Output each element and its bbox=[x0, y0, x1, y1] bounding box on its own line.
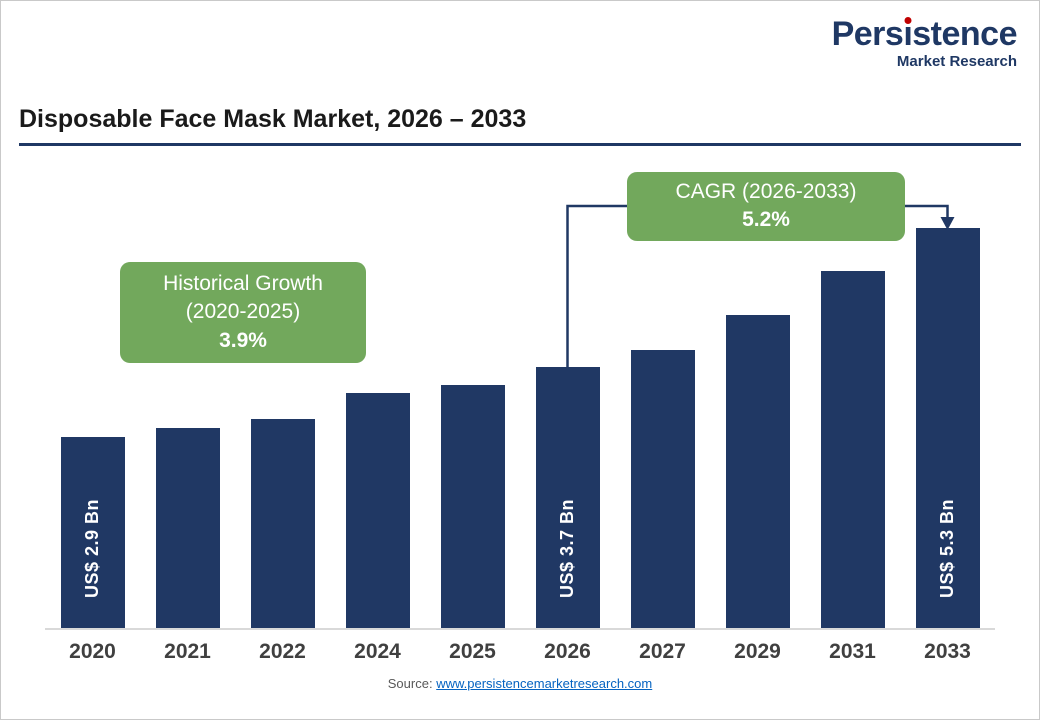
historical-growth-value: 3.9% bbox=[219, 328, 267, 352]
logo: Persıstence Market Research bbox=[831, 15, 1018, 70]
historical-growth-callout: Historical Growth (2020-2025) 3.9% bbox=[120, 262, 366, 364]
bar-column: US$ 3.7 Bn bbox=[520, 152, 615, 628]
bar-column bbox=[615, 152, 710, 628]
cagr-value: 5.2% bbox=[742, 208, 790, 232]
logo-wordmark: Persıstence bbox=[831, 15, 1018, 53]
source-label: Source: bbox=[387, 676, 433, 691]
x-tick-2029: 2029 bbox=[734, 640, 781, 663]
bar-column bbox=[710, 152, 805, 628]
bar-2021 bbox=[155, 428, 220, 628]
bar-value-label: US$ 5.3 Bn bbox=[937, 498, 957, 598]
x-tick-2022: 2022 bbox=[259, 640, 306, 663]
bar-column bbox=[235, 152, 330, 628]
x-tick-2026: 2026 bbox=[544, 640, 591, 663]
bar-column bbox=[330, 152, 425, 628]
bar-value-label: US$ 3.7 Bn bbox=[557, 498, 577, 598]
historical-growth-line1: Historical Growth bbox=[163, 272, 323, 295]
bar-value-label: US$ 2.9 Bn bbox=[82, 498, 102, 598]
bar-column: US$ 5.3 Bn bbox=[900, 152, 995, 628]
bar-2022 bbox=[250, 419, 315, 628]
cagr-line1: CAGR (2026-2033) bbox=[675, 180, 857, 203]
bar-2026: US$ 3.7 Bn bbox=[535, 367, 600, 628]
bar-2020: US$ 2.9 Bn bbox=[60, 437, 125, 628]
bar-column: US$ 2.9 Bn bbox=[45, 152, 140, 628]
source-line: Source: www.persistencemarketresearch.co… bbox=[1, 676, 1039, 691]
bar-column bbox=[425, 152, 520, 628]
logo-tagline: Market Research bbox=[896, 53, 1017, 70]
bar-2029 bbox=[725, 315, 790, 628]
bar-column bbox=[805, 152, 900, 628]
x-tick-2024: 2024 bbox=[354, 640, 401, 663]
source-link[interactable]: www.persistencemarketresearch.com bbox=[436, 676, 653, 691]
x-tick-2021: 2021 bbox=[164, 640, 211, 663]
title-underline bbox=[19, 143, 1021, 146]
bar-2033: US$ 5.3 Bn bbox=[915, 228, 980, 628]
cagr-callout: CAGR (2026-2033) 5.2% bbox=[627, 172, 905, 241]
plot-area: US$ 2.9 Bn US$ 3.7 Bn US$ 5.3 Bn Historica… bbox=[45, 152, 995, 630]
bar-chart: US$ 2.9 Bn US$ 3.7 Bn US$ 5.3 Bn Historica… bbox=[1, 152, 1039, 664]
bar-2025 bbox=[440, 385, 505, 628]
x-tick-2033: 2033 bbox=[924, 640, 971, 663]
bar-2031 bbox=[820, 271, 885, 628]
historical-growth-line2: (2020-2025) bbox=[185, 300, 301, 324]
bar-2024 bbox=[345, 393, 410, 628]
bar-column bbox=[140, 152, 235, 628]
x-tick-2027: 2027 bbox=[639, 640, 686, 663]
x-tick-2025: 2025 bbox=[449, 640, 496, 663]
bars: US$ 2.9 Bn US$ 3.7 Bn US$ 5.3 Bn bbox=[45, 152, 995, 628]
x-axis: 2020 2021 2022 2024 2025 2026 2027 2029 2031 2033 bbox=[45, 630, 995, 664]
x-tick-2031: 2031 bbox=[829, 640, 876, 663]
bar-2027 bbox=[630, 350, 695, 628]
x-tick-2020: 2020 bbox=[69, 640, 116, 663]
chart-title: Disposable Face Mask Market, 2026 – 2033 bbox=[19, 105, 527, 133]
logo-red-dot-i: ı bbox=[903, 15, 913, 53]
